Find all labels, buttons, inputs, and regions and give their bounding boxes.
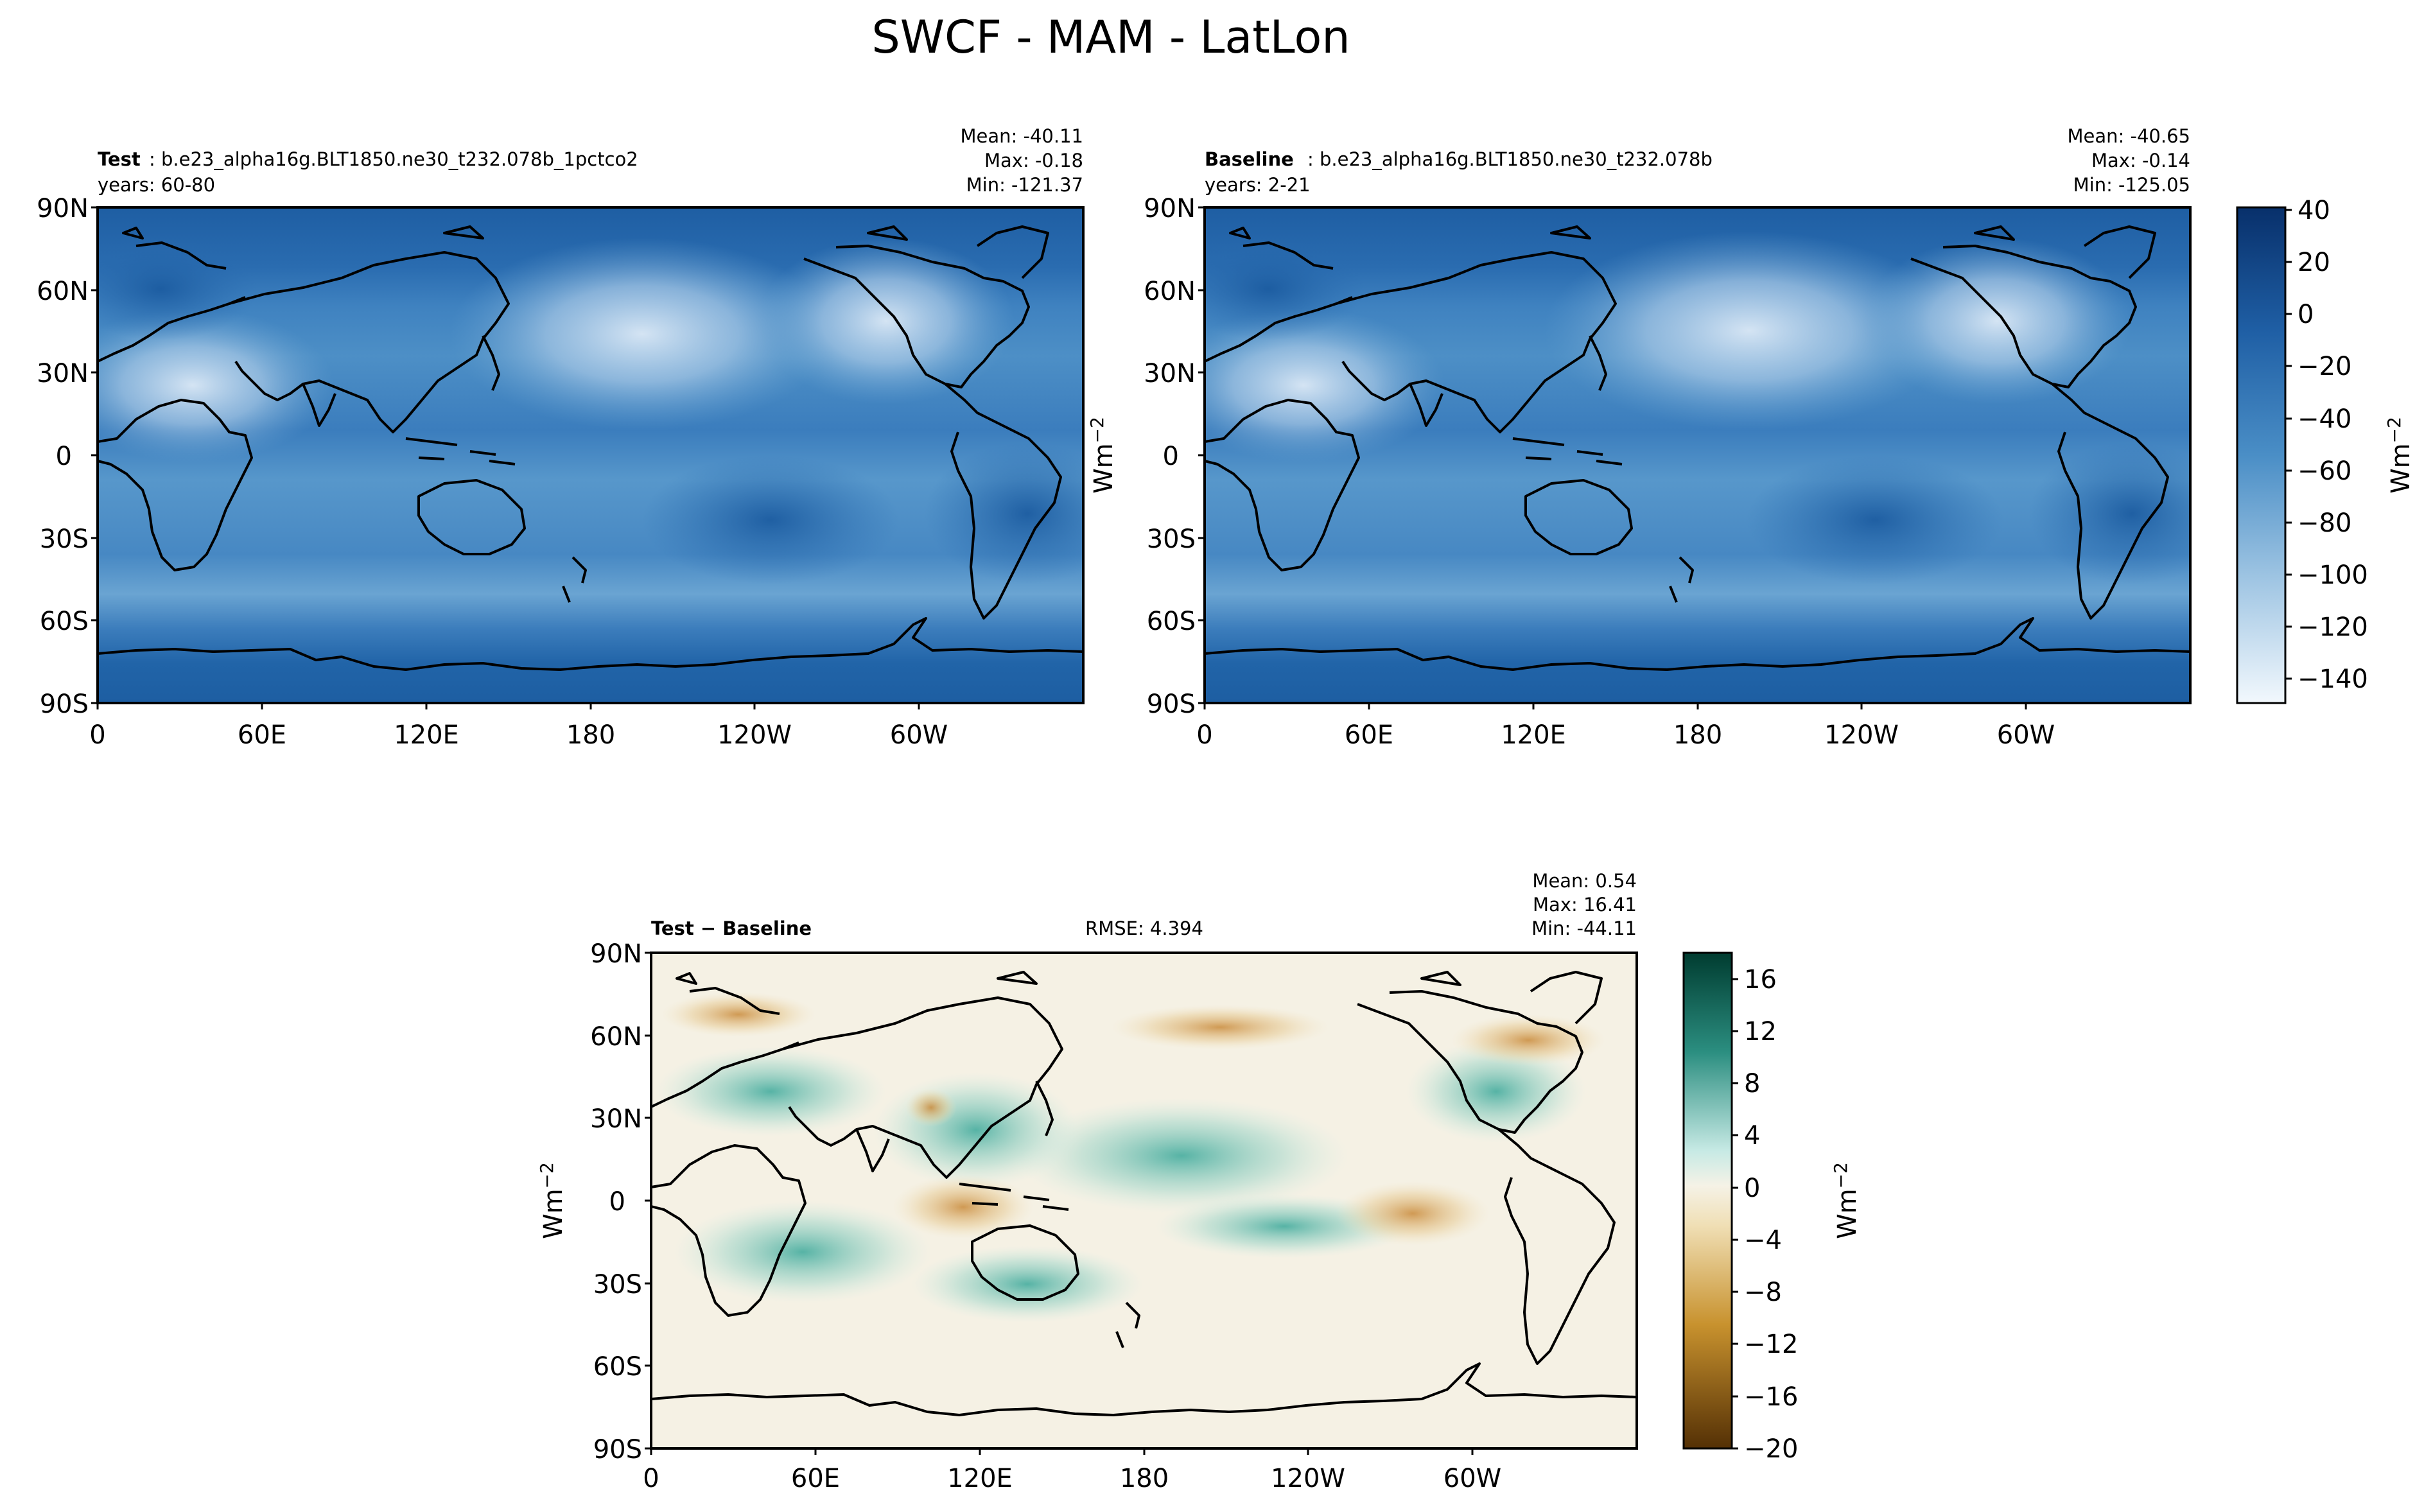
- panel-test-ytick-30n: 30N: [37, 359, 89, 388]
- panel-diff-ytick-90n: 90N: [590, 939, 642, 969]
- panel-test-ytick-30s: 30S: [40, 525, 89, 554]
- colorbar-blue-tick-m20: −20: [2298, 352, 2351, 381]
- panel-baseline-label-rest: : b.e23_alpha16g.BLT1850.ne30_t232.078b: [1307, 148, 1713, 170]
- panel-test-xtick-180: 180: [566, 720, 615, 750]
- colorbar-blue-tick-m120: −120: [2298, 613, 2368, 642]
- panel-baseline-ytick-30s: 30S: [1147, 525, 1196, 554]
- colorbar-diff-tick-m20: −20: [1744, 1434, 1798, 1464]
- panel-test-xtick-0: 0: [89, 720, 105, 750]
- panel-baseline-stat-min: Min: -125.05: [2073, 174, 2190, 196]
- panel-test-map: [98, 207, 1083, 703]
- panel-diff-xtick-0: 0: [643, 1464, 659, 1493]
- panel-test-xtick-60w: 60W: [890, 720, 948, 750]
- panel-baseline-years: years: 2-21: [1205, 174, 1311, 196]
- colorbar-blue-tick-20: 20: [2298, 248, 2330, 277]
- panel-diff-stat-max: Max: 16.41: [1533, 894, 1637, 916]
- panel-diff-ytick-30n: 30N: [590, 1104, 642, 1134]
- colorbar-blue-tick-0: 0: [2298, 300, 2314, 329]
- colorbar-diff: 16 12 8 4 0 −4 −8 −12 −16 −20 Wm−2: [1682, 952, 1862, 1464]
- panel-test-ytick-90s: 90S: [40, 690, 89, 719]
- colorbar-blue-tick-m60: −60: [2298, 456, 2351, 486]
- panel-baseline-stat-max: Max: -0.14: [2091, 150, 2190, 171]
- panel-test-xtick-120e: 120E: [394, 720, 459, 750]
- panel-diff-ytick-90s: 90S: [593, 1435, 642, 1464]
- panel-test-stat-max: Max: -0.18: [984, 150, 1083, 171]
- panel-diff-xtick-120w: 120W: [1271, 1464, 1345, 1493]
- colorbar-blue-tick-m140: −140: [2298, 665, 2368, 694]
- colorbar-blue-tick-m100: −100: [2298, 560, 2368, 590]
- panel-diff-xtick-180: 180: [1120, 1464, 1169, 1493]
- panel-baseline: Baseline : b.e23_alpha16g.BLT1850.ne30_t…: [1144, 125, 2192, 750]
- panel-baseline-ytick-60s: 60S: [1147, 607, 1196, 636]
- panel-diff-rmse: RMSE: 4.394: [1085, 917, 1203, 939]
- panel-baseline-xtick-60e: 60E: [1345, 720, 1393, 750]
- panel-test-xtick-60e: 60E: [238, 720, 286, 750]
- colorbar-diff-tick-16: 16: [1744, 965, 1777, 995]
- colorbar-diff-tick-0: 0: [1744, 1174, 1760, 1203]
- panel-baseline-ytick-30n: 30N: [1144, 359, 1196, 388]
- colorbar-diff-tick-4: 4: [1744, 1121, 1760, 1151]
- panel-baseline-ytick-90n: 90N: [1144, 194, 1196, 223]
- panel-baseline-yaxis: 90N 60N 30N 0 30S 60S 90S: [1144, 194, 1205, 719]
- panel-baseline-ytick-60n: 60N: [1144, 277, 1196, 306]
- colorbar-blue-tick-m80: −80: [2298, 508, 2351, 538]
- panel-test-xtick-120w: 120W: [717, 720, 792, 750]
- panel-baseline-ytick-90s: 90S: [1147, 690, 1196, 719]
- colorbar-diff-tick-m4: −4: [1744, 1226, 1782, 1255]
- panel-test-label-bold: Test: [98, 148, 141, 170]
- colorbar-blue-tick-m40: −40: [2298, 404, 2351, 434]
- panel-baseline-xtick-60w: 60W: [1997, 720, 2055, 750]
- panel-baseline-ytick-0: 0: [1163, 442, 1179, 471]
- panel-test-years: years: 60-80: [98, 174, 215, 196]
- panel-baseline-stat-mean: Mean: -40.65: [2068, 125, 2191, 147]
- panel-test-yaxis: 90N 60N 30N 0 30S 60S 90S: [37, 194, 98, 719]
- panel-diff: Test − Baseline RMSE: 4.394 Mean: 0.54 M…: [536, 870, 1638, 1493]
- panel-test: Test : b.e23_alpha16g.BLT1850.ne30_t232.…: [37, 125, 1119, 750]
- panel-diff-yaxis: 90N 60N 30N 0 30S 60S 90S: [590, 939, 651, 1464]
- figure-title: SWCF - MAM - LatLon: [871, 11, 1350, 64]
- panel-test-xaxis: 0 60E 120E 180 120W 60W: [89, 703, 948, 750]
- panel-test-ytick-60n: 60N: [37, 277, 89, 306]
- panel-diff-ytick-0: 0: [609, 1187, 625, 1217]
- panel-diff-units-left: Wm−2: [536, 1162, 568, 1239]
- panel-diff-xtick-120e: 120E: [947, 1464, 1013, 1493]
- panel-baseline-xtick-180: 180: [1673, 720, 1722, 750]
- colorbar-diff-tick-12: 12: [1744, 1017, 1777, 1047]
- panel-test-ytick-90n: 90N: [37, 194, 89, 223]
- panel-baseline-xaxis: 0 60E 120E 180 120W 60W: [1196, 703, 2055, 750]
- panel-baseline-label-bold: Baseline: [1205, 148, 1294, 170]
- panel-diff-xaxis: 0 60E 120E 180 120W 60W: [643, 1448, 1501, 1493]
- panel-baseline-map: [1205, 207, 2190, 703]
- panel-diff-stat-mean: Mean: 0.54: [1532, 870, 1637, 892]
- panel-diff-map: [651, 953, 1637, 1448]
- panel-test-ytick-60s: 60S: [40, 607, 89, 636]
- colorbar-blue: 40 20 0 −20 −40 −60 −80 −100 −120 −140 W…: [2236, 196, 2416, 704]
- colorbar-diff-tick-m12: −12: [1744, 1330, 1798, 1359]
- panel-test-units: Wm−2: [1086, 417, 1119, 494]
- panel-test-stat-mean: Mean: -40.11: [961, 125, 1084, 147]
- panel-baseline-xtick-120e: 120E: [1501, 720, 1566, 750]
- colorbar-diff-tick-8: 8: [1744, 1069, 1760, 1099]
- panel-test-ytick-0: 0: [56, 442, 72, 471]
- panel-diff-ytick-60n: 60N: [590, 1022, 642, 1052]
- panel-diff-ytick-60s: 60S: [593, 1352, 642, 1382]
- panel-test-label-rest: : b.e23_alpha16g.BLT1850.ne30_t232.078b_…: [149, 148, 638, 170]
- panel-test-stat-min: Min: -121.37: [966, 174, 1083, 196]
- panel-diff-stat-min: Min: -44.11: [1531, 917, 1637, 939]
- panel-diff-xtick-60e: 60E: [791, 1464, 840, 1493]
- panel-baseline-xtick-120w: 120W: [1824, 720, 1899, 750]
- panel-diff-ytick-30s: 30S: [593, 1270, 642, 1299]
- colorbar-blue-units: Wm−2: [2384, 417, 2416, 494]
- panel-diff-xtick-60w: 60W: [1443, 1464, 1501, 1493]
- colorbar-diff-units: Wm−2: [1830, 1162, 1862, 1239]
- colorbar-diff-tick-m8: −8: [1744, 1278, 1782, 1307]
- colorbar-diff-tick-m16: −16: [1744, 1382, 1798, 1412]
- panel-diff-label: Test − Baseline: [651, 917, 812, 939]
- colorbar-blue-tick-40: 40: [2298, 196, 2330, 225]
- panel-baseline-xtick-0: 0: [1196, 720, 1212, 750]
